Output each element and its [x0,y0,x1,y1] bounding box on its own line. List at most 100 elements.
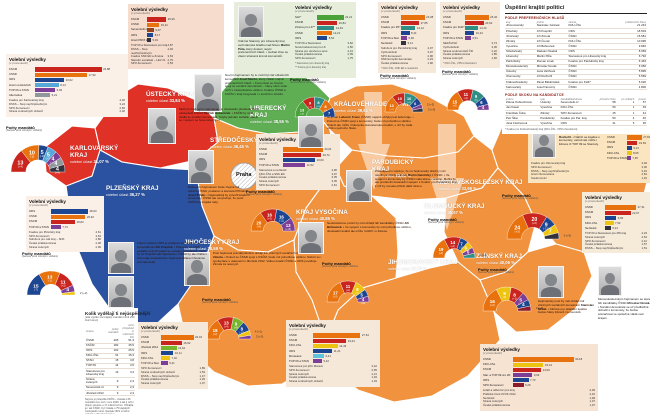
table-row: Zlínský Jiří Čunek KDU-ČSL 10 995 [505,38,647,45]
table-cell: KSČM [85,343,107,349]
bar-track: 19,72 [283,152,337,157]
donut-seats-delta: (+1) [548,233,553,237]
table-cell: 58 [594,101,617,106]
table-cell: ČSSD [567,33,618,40]
other-party-name: Strana zelených [29,244,50,249]
region-label-pardubicky: Pardubický kraj volební účast 38,61 % [372,159,430,178]
other-party-value: 2,79 [167,57,173,62]
region-name: Zlínský kraj [476,253,522,260]
politicians-footnote: * Koalice pro Královéhradecký kraj (KDU-… [505,127,578,131]
bar-fill [465,20,484,25]
arrow-to-olomoucky [430,124,464,230]
table-col-header: kraj [540,97,545,101]
bar-row: TOP 09 a STAN 6,93 [9,88,125,93]
table-cell: ODS [85,348,107,354]
donut-seats-delta: (+4) [224,326,229,329]
bar-track: 7,73 [51,224,101,230]
bar-track: 7,73 [513,378,595,383]
bar-fill [401,41,407,46]
bar-row: ODS 10,02 [9,77,125,82]
other-party-name: Nová budoucnost pro LK [295,44,326,49]
bar-value: 5,41 [169,361,175,366]
table-cell: Jiří Čunek [535,38,568,45]
bar-track: 7,52 [605,220,647,226]
table-cell: Raduan Nwelati [535,49,568,55]
turnout-value: 35,67 % [447,209,463,215]
bar-value: 14,43 [339,343,347,348]
donut-seats-value: 7 [549,229,552,235]
bar-track: 10,02 [35,77,125,82]
bar-row: ČSSD 26,92 [29,214,101,219]
donut-seats-value: 6 [465,246,468,251]
politician-bio: Neotřesitelnou pozici by měl obhájit líd… [327,221,412,233]
table-cell: Olomoucký [505,74,536,81]
turnout-value: 33,84 % [169,97,185,103]
other-party-name: Česká pirátská strana [141,377,169,382]
bar-fill [401,36,407,41]
bar-track: 5,21 [35,93,125,98]
table-cell: Středočeský [505,49,536,55]
table-cell: 182 [106,343,120,349]
bar-value: 7,73 [62,225,68,229]
bar-value: 7,35 [632,156,638,161]
bar-value: 11,21 [333,349,341,353]
mandates-block-vysocina: Počty mandátů (barvou proti minulým volbá… [322,261,374,310]
donut-seats-value: 20 [256,221,261,226]
donut-seats-delta: (+2) [407,103,411,105]
results-footnote: ** Změna pro Liberecký kraj [295,66,326,70]
other-party-row: DSSS – Stop nepřizpůsobivým 3,01 [531,168,647,174]
bar-fill [513,378,529,383]
other-party-value: 3,01 [641,168,647,173]
other-party-value: 4,07 [427,46,433,51]
politician-bio: Překvapením voleb je, že na hejtmanský ú… [375,169,458,188]
region-turnout: volební účast 40,85 % [296,215,335,221]
bar-value: 17,85 [420,20,428,25]
others-list: Koalice pro Olomoucký kraj 3,49 SPO Zemano… [531,162,647,180]
other-party-name: Koalice pro Olomoucký kraj [531,161,566,166]
politician-block-vysocina: Neotřesitelnou pozici by měl obhájit líd… [298,221,418,254]
table-cell: 41 [594,120,617,127]
bar-track: 9,63 [513,372,595,378]
table-cell: KDU-ČSL [85,353,107,359]
donut-seats-delta: (+4) [481,111,485,113]
bar-fill [161,335,194,340]
results-card-content: Volební výsledky (v procentech) ČSSD 30,18 K… [483,347,595,408]
bar-fill [313,338,347,343]
bar-label: ODS [131,33,138,37]
other-party-row: Starostové pro jižní Moravu 3,42 [289,365,377,369]
region-name: Středočeský kraj [210,137,277,144]
bar-row: ČSSD 27,81 [607,135,650,140]
other-party-row: SPO Zemanovci 2,83 [9,106,125,111]
bar-track: 6,93 [35,88,125,93]
table-row: Petr Šilar Pardubický Koalice pro Par. kra… [505,115,647,122]
table-cell: Vysočina [539,120,560,127]
bar-row: TOP 09 a Star. 5,41 [141,361,205,366]
table-row: Moravskoslezský Miroslav Novák ČSSD 6 050 [505,64,647,70]
donut-seats-delta: (+2) [346,290,350,292]
donut-seats-delta: (+1) [512,297,517,301]
donut-seats-value: 4 [482,105,485,110]
other-party-value: 3,97 [331,171,337,176]
table-col-header: roční příspěvek (v milionech Kč) [122,323,134,339]
table-row: Jihomoravský Stanislav Juránek KDU-ČSL 21 2… [505,24,647,30]
other-party-row: Starostové a nezávislí 4,90 [259,168,337,173]
bar-row: TOP 09 a STAN 6,51 [443,36,497,41]
table-cell: 51,3 [119,338,135,344]
politician-photo [298,222,324,254]
bar-track: 20,92 [465,20,497,25]
turnout-value: 37,76 % [411,265,427,271]
politician-photo-column [108,242,134,308]
politician-name: Jiří Běhounek. [327,221,409,229]
bar-track: 11,52 [283,162,337,168]
table-cell: Jihočeši 2012 [85,390,107,397]
donut-seats-value: 13 [390,104,394,108]
table-cell: TOP 09 [85,363,107,370]
bar-value: 22,88 [103,67,111,72]
other-party-row: SPO Zemanovci 1,89 [141,367,205,371]
mandates-donut-chart: 16(+3)9(0)8(+1)5(+5)4(-8)3 (+3) [482,287,543,312]
others-list: TOP 09 a Starostové pro MS kraj 4,23 Stran… [585,232,647,250]
bar-fill [283,162,306,168]
bar-value: 18,84 [76,219,84,224]
bar-label: ČSSD [289,334,297,337]
bar-row: Nezávislí 5,14 [585,226,647,231]
